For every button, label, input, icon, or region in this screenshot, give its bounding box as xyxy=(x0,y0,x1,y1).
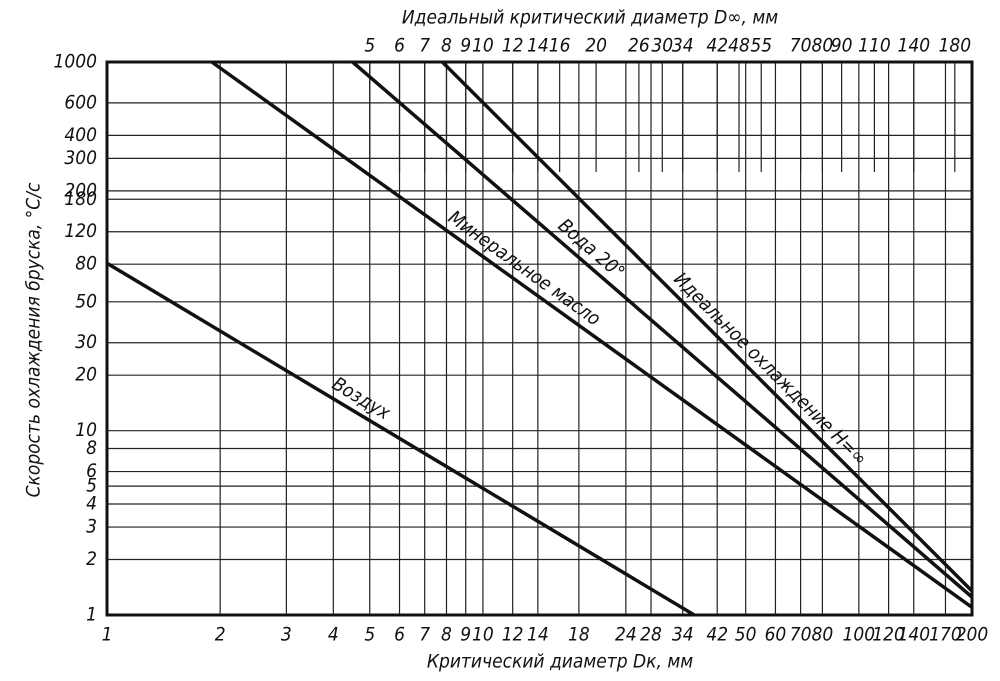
y-tick-label: 80 xyxy=(75,253,97,275)
plot-frame xyxy=(105,60,974,617)
x-tick-label: 10 xyxy=(472,624,494,646)
top-tick-label: 6 xyxy=(394,35,405,57)
x-tick-label: 70 xyxy=(790,624,812,646)
top-tick-label: 55 xyxy=(750,35,772,57)
x-tick-label: 1 xyxy=(102,624,113,646)
x-tick-label: 12 xyxy=(502,624,524,646)
top-tick-label: 42 xyxy=(706,35,728,57)
series-label: Вода 20° xyxy=(554,214,629,283)
y-tick-label: 30 xyxy=(75,331,97,353)
top-tick-label: 26 xyxy=(628,35,650,57)
x-tick-label: 18 xyxy=(568,624,590,646)
y-tick-label: 6 xyxy=(86,460,97,482)
x-tick-label: 3 xyxy=(281,624,292,646)
x-tick-label: 170 xyxy=(929,624,962,646)
y-tick-label: 1000 xyxy=(54,51,98,73)
top-tick-label: 12 xyxy=(502,35,524,57)
y-tick-label: 1 xyxy=(86,604,97,626)
series-line xyxy=(106,261,696,617)
top-tick-label: 10 xyxy=(472,35,494,57)
x-tick-label: 28 xyxy=(640,624,662,646)
top-tick-label: 16 xyxy=(549,35,571,57)
x-tick-label: 7 xyxy=(419,624,430,646)
x-axis-title: Критический диаметр Dк, мм xyxy=(427,651,693,673)
top-tick-label: 90 xyxy=(831,35,853,57)
y-tick-label: 400 xyxy=(64,124,97,146)
y-axis-title: Скорость охлаждения бруска, °С/с xyxy=(23,182,45,497)
top-tick-label: 30 xyxy=(651,35,673,57)
x-tick-label: 6 xyxy=(394,624,405,646)
y-tick-label: 300 xyxy=(64,147,97,169)
y-tick-label: 200 xyxy=(64,179,97,201)
x-tick-label: 2 xyxy=(215,624,226,646)
series-label: Идеальное охлаждение H=∞ xyxy=(669,268,871,470)
top-tick-label: 70 xyxy=(790,35,812,57)
y-tick-label: 10 xyxy=(75,419,97,441)
series-line xyxy=(351,60,974,599)
top-tick-label: 14 xyxy=(527,35,549,57)
top-tick-label: 5 xyxy=(364,35,375,57)
y-tick-label: 20 xyxy=(75,364,97,386)
x-tick-label: 9 xyxy=(460,624,471,646)
x-tick-label: 4 xyxy=(328,624,339,646)
y-tick-label: 2 xyxy=(86,548,97,570)
y-tick-label: 50 xyxy=(75,290,97,312)
top-tick-label: 48 xyxy=(728,35,750,57)
y-tick-label: 4 xyxy=(86,493,97,515)
x-tick-label: 100 xyxy=(843,624,876,646)
top-axis-title: Идеальный критический диаметр D∞, мм xyxy=(402,7,778,29)
x-tick-label: 200 xyxy=(956,624,989,646)
x-tick-label: 60 xyxy=(765,624,787,646)
x-tick-label: 24 xyxy=(615,624,637,646)
x-tick-label: 80 xyxy=(812,624,834,646)
top-tick-label: 80 xyxy=(812,35,834,57)
y-tick-label: 5 xyxy=(86,475,97,497)
x-tick-label: 42 xyxy=(706,624,728,646)
y-tick-label: 120 xyxy=(64,220,97,242)
top-tick-label: 140 xyxy=(897,35,930,57)
y-tick-label: 8 xyxy=(86,437,97,459)
top-tick-label: 7 xyxy=(419,35,430,57)
x-tick-label: 34 xyxy=(672,624,694,646)
x-tick-label: 14 xyxy=(527,624,549,646)
top-tick-label: 8 xyxy=(441,35,452,57)
top-tick-label: 34 xyxy=(672,35,694,57)
x-tick-label: 50 xyxy=(735,624,757,646)
top-tick-label: 110 xyxy=(858,35,891,57)
top-tick-label: 20 xyxy=(585,35,607,57)
x-tick-label: 120 xyxy=(872,624,905,646)
top-tick-label: 180 xyxy=(938,35,971,57)
x-tick-label: 8 xyxy=(441,624,452,646)
y-tick-label: 180 xyxy=(64,188,97,210)
y-tick-label: 600 xyxy=(64,91,97,113)
x-tick-label: 5 xyxy=(364,624,375,646)
series-line xyxy=(210,60,974,609)
series-line xyxy=(441,60,974,593)
y-tick-label: 3 xyxy=(86,516,97,538)
x-tick-label: 140 xyxy=(897,624,930,646)
top-tick-label: 9 xyxy=(460,35,471,57)
